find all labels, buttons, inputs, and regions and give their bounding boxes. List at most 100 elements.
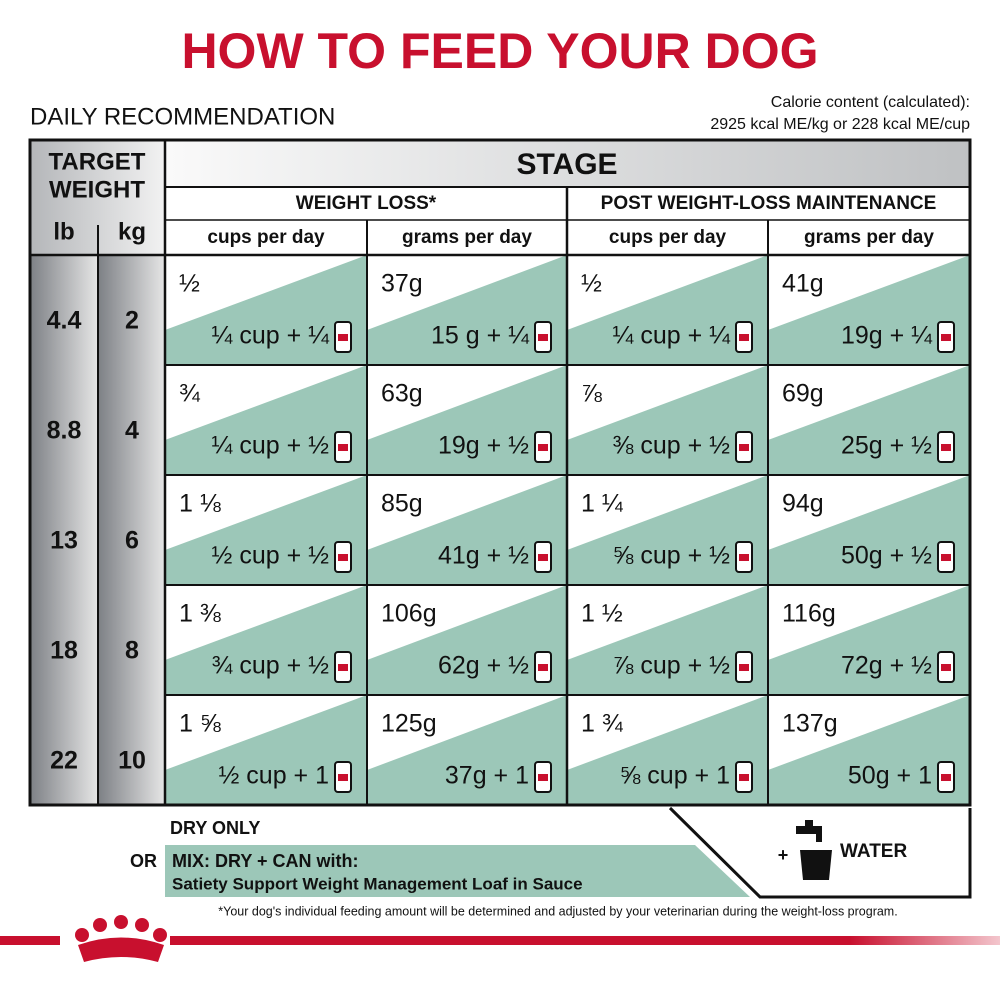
can-logo xyxy=(338,664,348,671)
dry-only: DRY ONLY xyxy=(170,818,260,838)
mix-amount: ½ cup + 1 xyxy=(219,762,330,790)
mix-amount: 15 g + ¼ xyxy=(431,322,530,350)
column-header: grams per day xyxy=(804,227,934,248)
mix-amount: ⅜ cup + ½ xyxy=(613,432,731,460)
cell-mix-bg xyxy=(567,255,768,365)
mix-amount: 19g + ½ xyxy=(438,432,529,460)
dry-amount: ½ xyxy=(179,270,200,298)
can-logo xyxy=(941,554,951,561)
cell-mix-bg xyxy=(768,255,970,365)
mix-amount: ¾ cup + ½ xyxy=(212,652,330,680)
kg-header: kg xyxy=(118,218,146,245)
can-logo xyxy=(338,334,348,341)
product-name: Satiety Support Weight Management Loaf i… xyxy=(172,874,583,893)
cell-mix-bg xyxy=(367,585,567,695)
cell-mix-bg xyxy=(165,475,367,585)
kg-value: 8 xyxy=(125,637,139,665)
stage-group: POST WEIGHT-LOSS MAINTENANCE xyxy=(601,193,937,214)
kg-column-bg xyxy=(98,255,165,805)
can-logo xyxy=(941,444,951,451)
column-header: grams per day xyxy=(402,227,532,248)
subtitle: DAILY RECOMMENDATION xyxy=(30,103,335,130)
mix-amount: ¼ cup + ½ xyxy=(212,432,330,460)
can-logo xyxy=(538,664,548,671)
mix-amount: 62g + ½ xyxy=(438,652,529,680)
dry-amount: 94g xyxy=(782,490,824,518)
mix-amount: 41g + ½ xyxy=(438,542,529,570)
kg-value: 6 xyxy=(125,527,139,555)
lb-header: lb xyxy=(53,218,74,245)
column-header: cups per day xyxy=(207,227,325,248)
cell-mix-bg xyxy=(367,475,567,585)
mix-amount: 50g + ½ xyxy=(841,542,932,570)
dry-amount: 137g xyxy=(782,710,838,738)
kg-value: 4 xyxy=(125,417,139,445)
column-header: cups per day xyxy=(609,227,727,248)
can-logo xyxy=(538,774,548,781)
dry-amount: ½ xyxy=(581,270,602,298)
mix-label: MIX: DRY + CAN with: xyxy=(172,851,359,871)
cell-mix-bg xyxy=(567,475,768,585)
lb-value: 8.8 xyxy=(47,417,82,445)
can-logo xyxy=(338,554,348,561)
dry-amount: 37g xyxy=(381,270,423,298)
can-logo xyxy=(338,774,348,781)
cell-mix-bg xyxy=(768,585,970,695)
can-logo xyxy=(941,774,951,781)
can-logo xyxy=(739,664,749,671)
can-logo xyxy=(941,334,951,341)
crown-logo xyxy=(60,915,170,970)
lb-column-bg xyxy=(30,255,98,805)
can-logo xyxy=(739,554,749,561)
can-logo xyxy=(941,664,951,671)
can-logo xyxy=(739,774,749,781)
dry-amount: ¾ xyxy=(179,380,201,408)
dry-amount: 41g xyxy=(782,270,824,298)
or-label: OR xyxy=(130,851,157,871)
lb-value: 22 xyxy=(50,747,78,775)
cell-mix-bg xyxy=(165,585,367,695)
lb-value: 4.4 xyxy=(47,307,82,335)
can-logo xyxy=(338,444,348,451)
can-logo xyxy=(739,444,749,451)
dry-amount: 85g xyxy=(381,490,423,518)
plus: + xyxy=(778,845,789,865)
cell-mix-bg xyxy=(567,585,768,695)
dry-amount: 1 ⅛ xyxy=(179,490,221,518)
mix-amount: 37g + 1 xyxy=(445,762,529,790)
footnote: *Your dog's individual feeding amount wi… xyxy=(218,904,897,918)
dry-amount: 63g xyxy=(381,380,423,408)
cell-mix-bg xyxy=(367,255,567,365)
can-logo xyxy=(538,444,548,451)
cell-mix-bg xyxy=(367,365,567,475)
faucet-icon xyxy=(796,820,832,880)
water-label: WATER xyxy=(840,841,907,862)
mix-amount: ¼ cup + ¼ xyxy=(212,322,331,350)
cell-mix-bg xyxy=(768,365,970,475)
dry-amount: 116g xyxy=(782,600,836,628)
water-box xyxy=(668,806,972,899)
cell-mix-bg xyxy=(367,695,567,805)
dry-amount: 1 ½ xyxy=(581,600,623,628)
stage-group: WEIGHT LOSS* xyxy=(296,193,437,214)
red-line xyxy=(0,936,1000,945)
dry-amount: 1 ⅝ xyxy=(179,710,221,738)
dry-amount: 125g xyxy=(381,710,437,738)
mix-amount: ¼ cup + ¼ xyxy=(613,322,732,350)
kg-value: 2 xyxy=(125,307,139,335)
cell-mix-bg xyxy=(165,255,367,365)
cell-mix-bg xyxy=(567,695,768,805)
target-weight-label: TARGET xyxy=(49,148,146,175)
mix-amount: 50g + 1 xyxy=(848,762,932,790)
kg-value: 10 xyxy=(118,747,146,775)
dry-amount: 69g xyxy=(782,380,824,408)
cell-mix-bg xyxy=(768,475,970,585)
cell-mix-bg xyxy=(165,695,367,805)
mix-amount: ⅞ cup + ½ xyxy=(613,652,731,680)
mix-amount: 25g + ½ xyxy=(841,432,932,460)
mix-band xyxy=(165,845,750,897)
can-logo xyxy=(538,554,548,561)
can-logo xyxy=(538,334,548,341)
